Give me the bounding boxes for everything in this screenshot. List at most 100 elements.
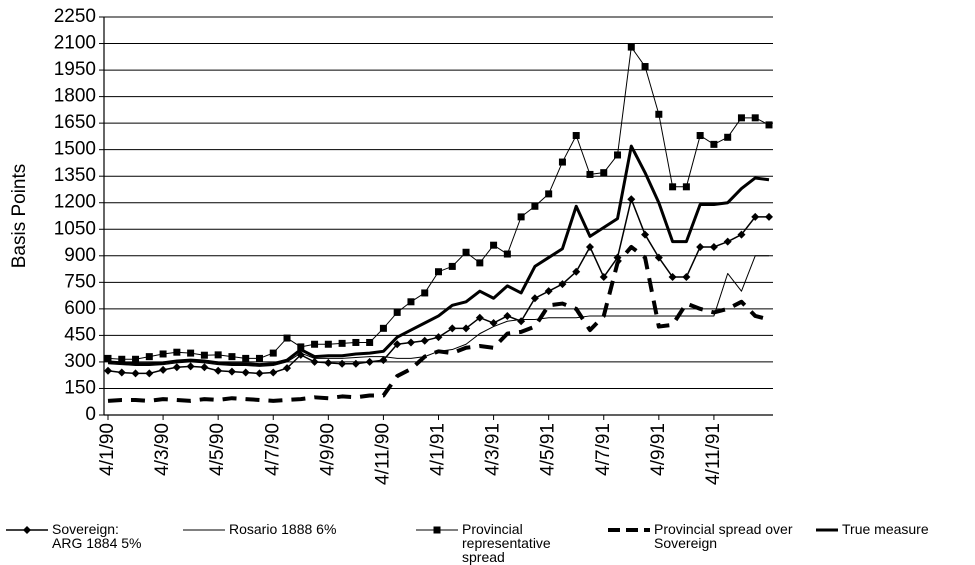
point (544, 287, 553, 296)
legend-item: Provincial representative spread (415, 522, 568, 564)
legend-marker (433, 526, 441, 534)
point (310, 357, 319, 366)
point (420, 336, 429, 345)
point (723, 237, 732, 246)
point (503, 250, 511, 258)
point (393, 340, 402, 349)
point (572, 132, 580, 140)
legend-label: True measure (842, 521, 929, 537)
point (255, 354, 263, 362)
y-tick-label: 1350 (54, 165, 96, 186)
point (435, 268, 442, 276)
point (641, 63, 649, 71)
point (448, 324, 457, 333)
point (242, 354, 250, 362)
series-line (107, 198, 769, 375)
point (475, 313, 484, 322)
y-tick-label: 1950 (54, 59, 96, 80)
point (682, 183, 690, 191)
point (765, 212, 773, 221)
point (614, 151, 622, 159)
x-tick-label: 4/3/90 (152, 423, 173, 476)
point (311, 340, 319, 348)
y-tick-label: 300 (64, 351, 96, 372)
point (228, 353, 236, 361)
point (145, 369, 154, 378)
point (655, 110, 663, 118)
point (186, 362, 195, 371)
point (379, 324, 387, 332)
chart: Basis Points 0 150 300 450 600 750 900 1050 1200… (9, 6, 773, 485)
point (324, 358, 333, 367)
point (159, 365, 168, 374)
point (324, 340, 332, 348)
point (476, 259, 484, 267)
point (352, 338, 360, 346)
point (669, 183, 677, 191)
point (737, 230, 746, 239)
point (104, 354, 112, 362)
point (600, 169, 608, 177)
point (338, 339, 346, 347)
y-tick-label: 1200 (54, 192, 96, 213)
x-tick-label: 4/1/90 (97, 423, 118, 476)
point (654, 253, 663, 262)
point (297, 343, 305, 351)
point (517, 317, 526, 326)
y-tick-label: 1050 (54, 218, 96, 239)
point (627, 195, 636, 204)
y-tick-label: 900 (64, 245, 96, 266)
point (696, 132, 704, 140)
point (558, 158, 566, 166)
y-tick-label: 750 (64, 271, 96, 292)
point (365, 357, 374, 366)
point (283, 364, 292, 373)
point (751, 114, 759, 122)
point (338, 359, 347, 368)
point (379, 356, 388, 365)
point (227, 367, 236, 376)
legend-label: Provincial representative spread (462, 521, 551, 565)
legend-item: True measure (815, 522, 975, 536)
x-tick-label: 4/5/90 (207, 423, 228, 476)
y-tick-label: 600 (64, 298, 96, 319)
point (214, 351, 222, 359)
legend-swatch (416, 526, 458, 534)
point (200, 351, 208, 359)
point (490, 241, 498, 249)
point (131, 369, 140, 378)
point (682, 273, 691, 282)
point (406, 338, 415, 347)
point (724, 133, 732, 141)
point (187, 349, 195, 357)
x-tick-label: 4/11/91 (703, 423, 724, 485)
point (132, 355, 140, 363)
series-line (107, 244, 770, 403)
point (421, 289, 429, 297)
y-tick-label: 1800 (54, 86, 96, 107)
point (434, 333, 443, 342)
point (366, 338, 374, 346)
legend-item: Provincial spread over Sovereign (607, 522, 800, 550)
point (200, 363, 209, 372)
point (269, 349, 277, 357)
y-tick-label: 2250 (54, 6, 96, 27)
x-tick-label: 4/9/90 (317, 423, 338, 476)
y-tick-label: 0 (85, 404, 96, 425)
point (765, 121, 773, 129)
x-tick-label: 4/7/91 (593, 423, 614, 476)
point (159, 350, 167, 358)
y-tick-label: 450 (64, 324, 96, 345)
point (241, 368, 250, 377)
point (489, 319, 498, 328)
point (407, 298, 415, 306)
point (586, 170, 594, 178)
point (710, 140, 718, 148)
legend-swatch (6, 526, 48, 534)
point (641, 230, 650, 239)
legend-label: Rosario 1888 6% (229, 521, 337, 537)
point (709, 242, 718, 251)
point (572, 267, 581, 276)
point (283, 334, 291, 342)
